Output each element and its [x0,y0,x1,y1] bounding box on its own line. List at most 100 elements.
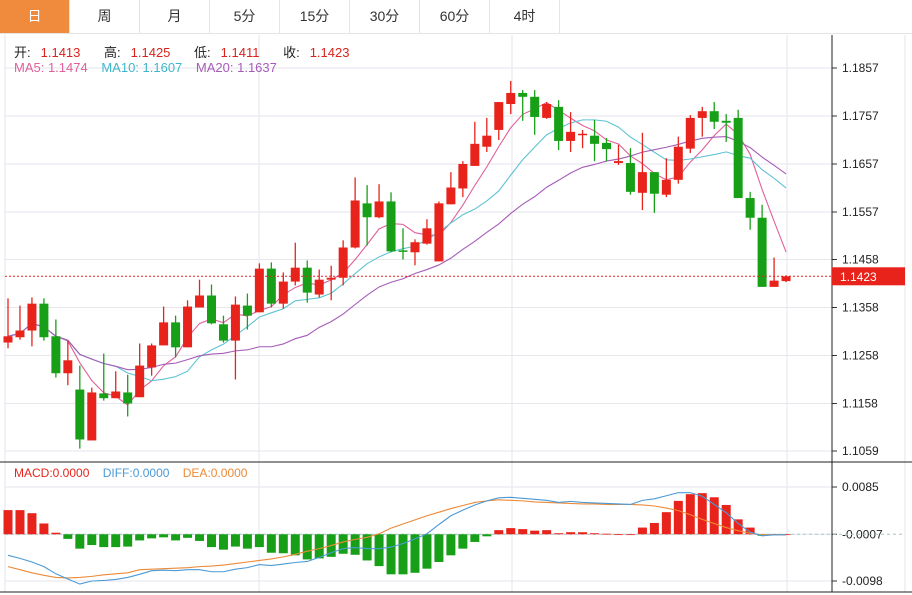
macd-bar [15,510,25,535]
candle [685,115,695,153]
macd-bar [3,510,13,535]
candle-body [398,250,408,252]
candle [506,80,516,115]
macd-bar [87,534,97,546]
candle [470,121,480,166]
macd-bar [434,534,444,562]
candle-body [171,322,181,348]
candle-body [266,268,276,304]
candle-body [254,268,264,313]
macd-bar [230,534,240,547]
candle [242,293,252,330]
candle [254,263,264,313]
current-price-badge [832,267,905,286]
candle [206,284,216,325]
macd-bar [494,530,504,535]
candle [386,192,396,253]
candle-body [482,135,492,147]
tab-5min[interactable]: 5分 [210,0,280,33]
ohlc-legend: 开: 1.1413 高: 1.1425 低: 1.1411 收: 1.1423 [14,42,369,61]
candle-body [362,203,372,218]
macd-bar [721,504,731,535]
candle [530,90,540,135]
candle [721,114,731,142]
candle-body [422,228,432,244]
candle [51,319,61,378]
candle [326,265,336,301]
candle [661,158,671,198]
tab-month[interactable]: 月 [140,0,210,33]
macd-bar [470,534,480,542]
candle [123,374,133,417]
candle [745,191,755,230]
macd-bar [709,497,719,535]
candle [63,340,73,386]
candle [314,269,324,298]
candle [183,300,193,348]
ma5-legend: MA5: 1.1474 [14,60,88,75]
candle [398,228,408,260]
macd-legend: MACD:0.0000 DIFF:0.0000 DEA:0.0000 [14,466,257,480]
macd-bar [542,530,552,535]
macd-bar [661,512,671,535]
macd-bar [374,534,384,567]
macd-bar [314,534,324,559]
macd-bar [446,534,456,556]
candle-body [87,392,97,441]
ma10-legend: MA10: 1.1607 [101,60,183,75]
candle-body [123,392,133,404]
tab-60min[interactable]: 60分 [420,0,490,33]
candle [338,240,348,286]
candle [578,129,588,149]
candle-body [195,295,205,308]
candle [87,387,97,441]
current-price-label: 1.1423 [840,270,877,284]
y-tick-label: 1.1358 [842,300,879,314]
candle [673,136,683,184]
macd-bar [51,532,61,535]
candle [625,148,635,195]
macd-bar [697,493,707,535]
candle [147,343,157,376]
ma20-legend: MA20: 1.1637 [195,60,277,75]
ma5-line [7,101,787,406]
candle [637,132,647,211]
candle [542,102,552,119]
candle [697,106,707,137]
candle [230,296,240,380]
candle [613,144,623,165]
candle [111,371,121,399]
y-tick-label: 1.1857 [842,61,879,75]
tab-week[interactable]: 周 [70,0,140,33]
tab-4hour[interactable]: 4时 [490,0,560,33]
candle [159,306,169,346]
macd-bar [159,534,169,538]
y-tick-label: 1.1757 [842,109,879,123]
tab-15min[interactable]: 15分 [280,0,350,33]
candle [769,257,779,287]
diff-legend-value: DIFF:0.0000 [102,466,170,480]
candle-body [63,360,73,374]
candle [446,172,456,205]
candle-body [757,217,767,287]
macd-bar [578,532,588,535]
candle-body [374,201,384,218]
candle [266,262,276,308]
tab-30min[interactable]: 30分 [350,0,420,33]
candle [27,297,37,347]
macd-y-tick-label: 0.0085 [842,480,879,494]
y-tick-label: 1.1458 [842,253,879,267]
macd-bar [266,534,276,553]
macd-bar [482,534,492,537]
candle [649,172,659,213]
candle-body [206,295,216,324]
candle [350,177,360,249]
y-tick-label: 1.1059 [842,444,879,458]
candle-body [649,172,659,194]
macd-bar [733,519,743,535]
tab-day[interactable]: 日 [0,0,70,33]
macd-y-tick-label: -0.0007 [842,527,883,541]
candle-body [230,304,240,341]
candle [434,201,444,262]
